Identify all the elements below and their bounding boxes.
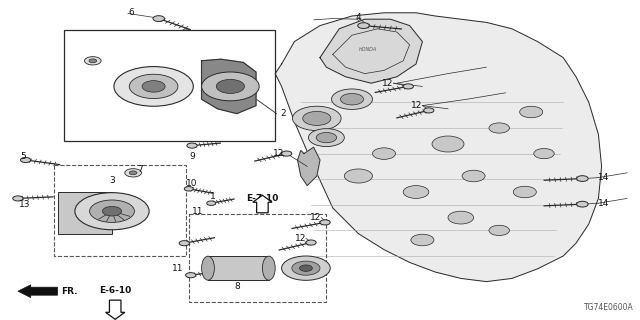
Circle shape — [292, 261, 320, 275]
Circle shape — [424, 108, 434, 113]
Circle shape — [282, 151, 292, 156]
Circle shape — [489, 225, 509, 236]
Circle shape — [300, 265, 312, 271]
Circle shape — [129, 74, 178, 99]
Text: 12: 12 — [382, 79, 394, 88]
Text: 8: 8 — [234, 282, 239, 291]
Bar — [189, 214, 326, 302]
Circle shape — [308, 129, 344, 147]
Circle shape — [89, 59, 97, 63]
Circle shape — [179, 241, 189, 246]
Circle shape — [153, 16, 164, 21]
Circle shape — [282, 256, 330, 280]
Text: 12: 12 — [294, 234, 306, 243]
Text: E-6-10: E-6-10 — [99, 286, 131, 295]
FancyArrow shape — [106, 300, 125, 319]
Circle shape — [320, 220, 330, 225]
Ellipse shape — [202, 256, 214, 280]
FancyArrow shape — [18, 285, 58, 298]
Circle shape — [403, 84, 413, 89]
Polygon shape — [275, 13, 602, 282]
Circle shape — [216, 79, 244, 93]
Polygon shape — [202, 59, 256, 114]
Circle shape — [90, 200, 134, 222]
Circle shape — [344, 169, 372, 183]
Circle shape — [207, 201, 216, 205]
Text: 10: 10 — [186, 180, 197, 188]
Text: 1: 1 — [210, 192, 216, 201]
Circle shape — [534, 148, 554, 159]
Circle shape — [489, 123, 509, 133]
Text: TG74E0600A: TG74E0600A — [584, 303, 634, 312]
Circle shape — [432, 136, 464, 152]
Text: E-7-10: E-7-10 — [246, 194, 278, 203]
Text: 6: 6 — [128, 8, 134, 17]
Circle shape — [184, 187, 193, 191]
Text: 9: 9 — [189, 152, 195, 161]
Text: FR.: FR. — [61, 287, 77, 296]
Bar — [64, 30, 275, 141]
Text: 14: 14 — [598, 199, 610, 208]
Circle shape — [403, 186, 429, 198]
Circle shape — [332, 89, 372, 109]
Text: 2: 2 — [280, 109, 286, 118]
Bar — [54, 165, 186, 256]
Circle shape — [358, 23, 369, 28]
Polygon shape — [298, 147, 320, 186]
Circle shape — [202, 72, 259, 101]
Text: 13: 13 — [19, 200, 31, 209]
Bar — [208, 256, 269, 280]
Circle shape — [114, 67, 193, 106]
Circle shape — [84, 57, 101, 65]
Text: 11: 11 — [192, 207, 204, 216]
Circle shape — [520, 106, 543, 118]
Circle shape — [340, 93, 364, 105]
Circle shape — [187, 143, 197, 148]
Circle shape — [306, 240, 316, 245]
Circle shape — [577, 176, 588, 181]
Circle shape — [292, 106, 341, 131]
Text: 11: 11 — [172, 264, 183, 273]
Circle shape — [125, 169, 141, 177]
Circle shape — [102, 206, 122, 216]
Text: 12: 12 — [411, 101, 422, 110]
Ellipse shape — [262, 256, 275, 280]
Circle shape — [448, 211, 474, 224]
Circle shape — [129, 171, 137, 175]
Circle shape — [142, 81, 165, 92]
Circle shape — [372, 148, 396, 159]
Circle shape — [13, 196, 23, 201]
Circle shape — [20, 157, 31, 163]
Circle shape — [462, 170, 485, 182]
Circle shape — [316, 132, 337, 143]
Circle shape — [411, 234, 434, 246]
Text: 3: 3 — [109, 176, 115, 185]
Circle shape — [186, 273, 196, 278]
Text: HONDA: HONDA — [359, 47, 377, 52]
Text: 7: 7 — [138, 165, 143, 174]
Circle shape — [577, 201, 588, 207]
Text: 4: 4 — [355, 13, 361, 22]
Text: 12: 12 — [273, 149, 285, 158]
FancyArrow shape — [253, 195, 272, 213]
Polygon shape — [320, 19, 422, 83]
Circle shape — [513, 186, 536, 198]
Bar — [58, 192, 112, 234]
Text: 12: 12 — [310, 213, 321, 222]
Text: 5: 5 — [20, 152, 26, 161]
Circle shape — [303, 111, 331, 125]
Text: 14: 14 — [598, 173, 610, 182]
Circle shape — [75, 193, 149, 230]
